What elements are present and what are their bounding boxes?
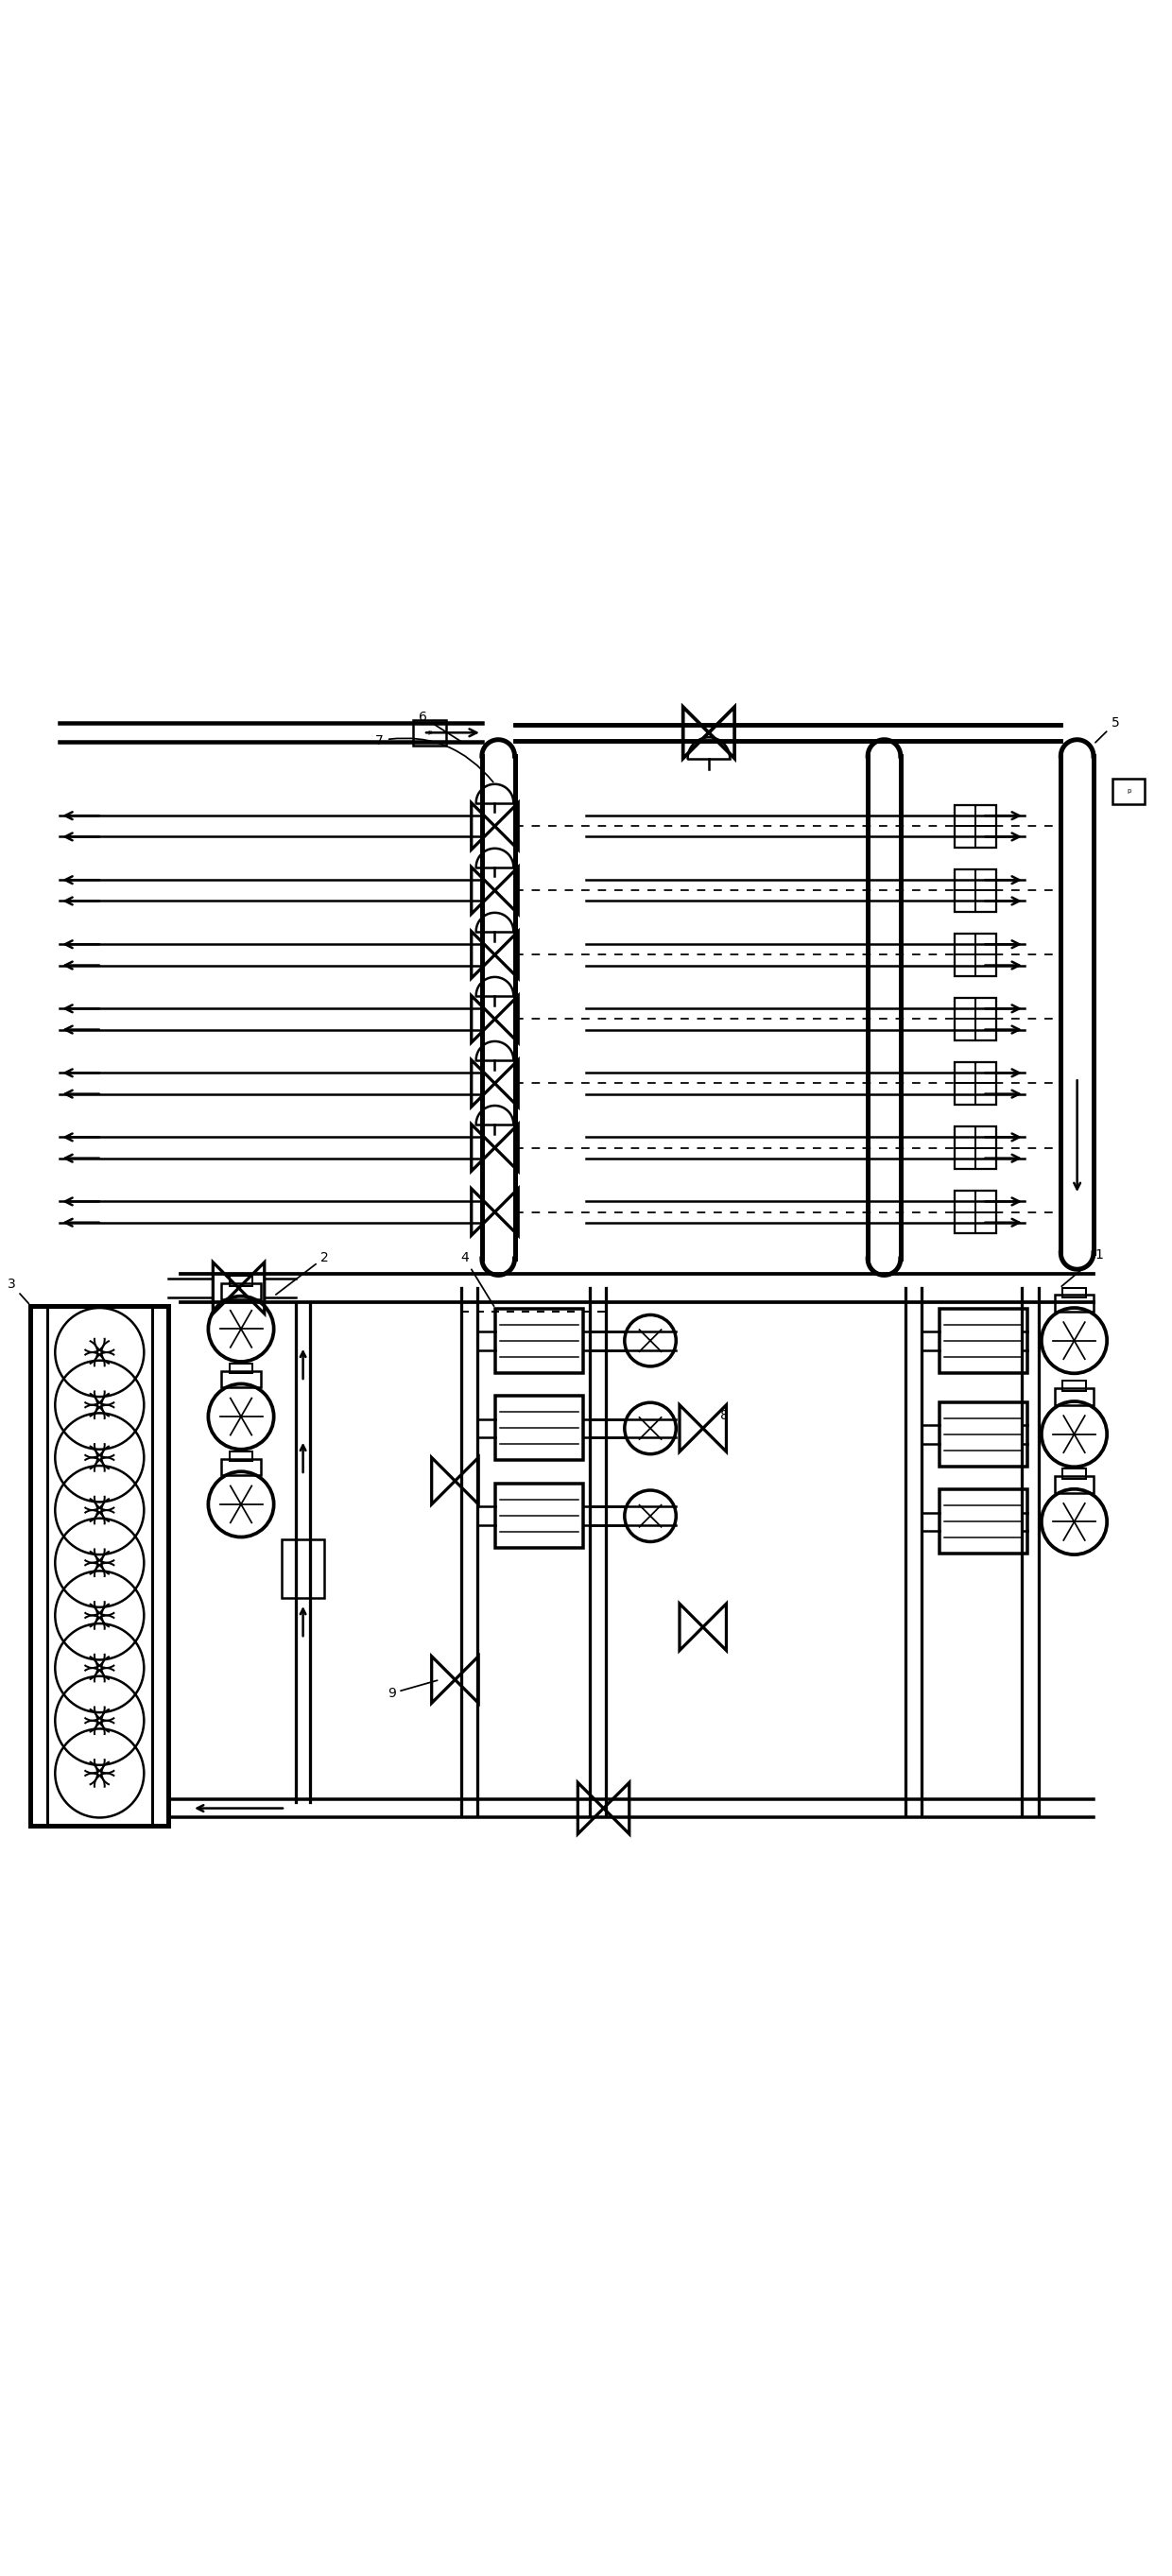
Bar <box>940 1309 1028 1373</box>
Bar <box>954 933 996 976</box>
Text: 7: 7 <box>375 734 493 783</box>
Text: 2: 2 <box>275 1252 329 1296</box>
Bar <box>1063 1468 1086 1479</box>
Bar <box>1055 1296 1093 1311</box>
Bar <box>282 1540 325 1597</box>
Bar <box>230 1450 253 1461</box>
Text: 6: 6 <box>418 711 463 742</box>
Text: 3: 3 <box>7 1278 29 1303</box>
Bar <box>954 1061 996 1105</box>
Bar <box>1055 1388 1093 1404</box>
Bar <box>940 1401 1028 1466</box>
Bar <box>222 1370 260 1388</box>
Bar <box>1063 1288 1086 1298</box>
Text: 5: 5 <box>1096 716 1119 742</box>
Bar <box>230 1363 253 1373</box>
Bar <box>954 1126 996 1170</box>
Bar <box>230 1275 253 1285</box>
Bar <box>1055 1476 1093 1492</box>
Bar <box>496 1484 584 1548</box>
Text: p: p <box>428 729 431 737</box>
Bar <box>222 1283 260 1301</box>
Text: 9: 9 <box>387 1680 437 1700</box>
Bar <box>222 1458 260 1476</box>
Bar <box>413 719 445 744</box>
Text: 8: 8 <box>721 1409 729 1422</box>
Bar <box>954 997 996 1041</box>
Text: 1: 1 <box>1062 1249 1103 1285</box>
Bar <box>954 1190 996 1234</box>
Bar <box>496 1309 584 1373</box>
Bar <box>30 1306 169 1826</box>
Text: 4: 4 <box>461 1252 495 1306</box>
Text: p: p <box>1126 788 1131 793</box>
Bar <box>940 1489 1028 1553</box>
Bar <box>954 806 996 848</box>
Bar <box>954 871 996 912</box>
Bar <box>1063 1381 1086 1391</box>
Bar <box>496 1396 584 1461</box>
Bar <box>1112 778 1145 804</box>
